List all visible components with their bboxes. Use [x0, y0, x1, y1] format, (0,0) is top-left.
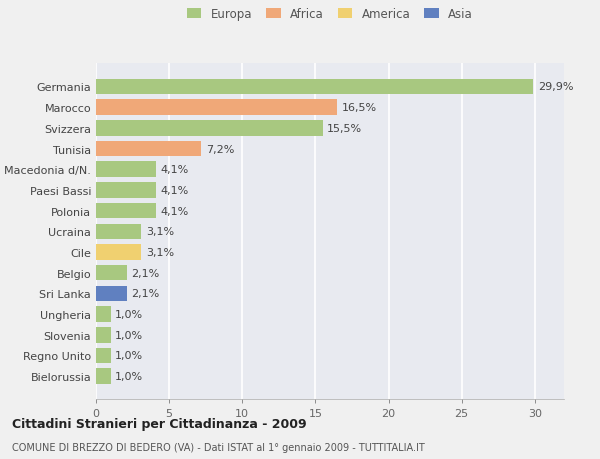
Bar — [96, 307, 110, 322]
Bar — [96, 245, 142, 260]
Text: COMUNE DI BREZZO DI BEDERO (VA) - Dati ISTAT al 1° gennaio 2009 - TUTTITALIA.IT: COMUNE DI BREZZO DI BEDERO (VA) - Dati I… — [12, 442, 425, 452]
Bar — [96, 100, 337, 116]
Text: 15,5%: 15,5% — [327, 123, 362, 134]
Bar — [96, 224, 142, 240]
Text: 4,1%: 4,1% — [160, 185, 188, 196]
Bar — [96, 141, 202, 157]
Bar — [96, 203, 156, 219]
Bar — [96, 265, 127, 281]
Bar — [96, 121, 323, 136]
Text: 7,2%: 7,2% — [206, 144, 234, 154]
Text: 16,5%: 16,5% — [342, 103, 377, 113]
Text: 4,1%: 4,1% — [160, 165, 188, 175]
Text: 1,0%: 1,0% — [115, 330, 143, 340]
Bar — [96, 348, 110, 364]
Bar — [96, 286, 127, 302]
Text: 1,0%: 1,0% — [115, 371, 143, 381]
Text: 4,1%: 4,1% — [160, 206, 188, 216]
Text: 2,1%: 2,1% — [131, 289, 160, 299]
Text: Cittadini Stranieri per Cittadinanza - 2009: Cittadini Stranieri per Cittadinanza - 2… — [12, 417, 307, 430]
Legend: Europa, Africa, America, Asia: Europa, Africa, America, Asia — [187, 8, 473, 21]
Text: 3,1%: 3,1% — [146, 227, 174, 237]
Bar — [96, 327, 110, 343]
Bar — [96, 369, 110, 384]
Text: 1,0%: 1,0% — [115, 309, 143, 319]
Text: 2,1%: 2,1% — [131, 268, 160, 278]
Text: 3,1%: 3,1% — [146, 247, 174, 257]
Bar — [96, 162, 156, 178]
Text: 29,9%: 29,9% — [538, 82, 573, 92]
Bar — [96, 79, 533, 95]
Bar — [96, 183, 156, 198]
Text: 1,0%: 1,0% — [115, 351, 143, 361]
